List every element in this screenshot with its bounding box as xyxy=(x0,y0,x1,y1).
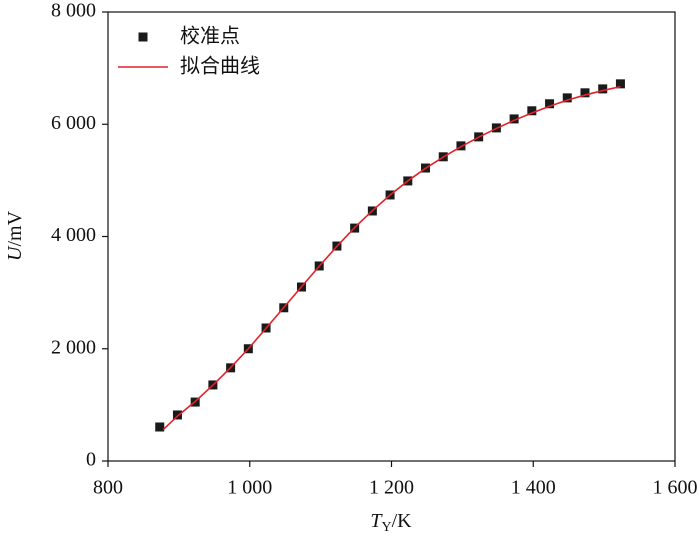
x-subscript: Y xyxy=(382,520,392,535)
data-point xyxy=(598,84,608,94)
x-unit: /K xyxy=(392,510,413,532)
x-axis-label: TY/K xyxy=(370,510,412,536)
data-point xyxy=(509,114,519,124)
x-tick-label: 1 400 xyxy=(511,477,556,499)
data-point xyxy=(562,93,572,103)
x-tick-label: 800 xyxy=(93,477,123,499)
x-symbol: T xyxy=(370,510,383,532)
y-axis-label: U/mV xyxy=(4,210,26,261)
x-tick-label: 1 600 xyxy=(653,477,698,499)
x-tick-label: 1 200 xyxy=(369,477,414,499)
y-tick-label: 4 000 xyxy=(51,224,96,246)
y-symbol: U xyxy=(4,245,26,261)
data-point xyxy=(172,410,182,420)
plot-frame xyxy=(107,11,676,462)
y-tick-label: 8 000 xyxy=(51,0,96,22)
legend-label: 拟合曲线 xyxy=(180,54,260,78)
data-point xyxy=(527,106,537,116)
y-tick-label: 2 000 xyxy=(51,336,96,358)
legend-marker xyxy=(138,32,148,42)
y-tick-label: 6 000 xyxy=(51,112,96,134)
data-point xyxy=(545,99,555,109)
legend-label: 校准点 xyxy=(180,24,240,48)
data-point xyxy=(580,88,590,98)
x-tick-label: 1 000 xyxy=(227,477,272,499)
fit-line xyxy=(162,85,621,431)
y-unit: /mV xyxy=(4,210,26,246)
data-point xyxy=(155,422,165,432)
y-tick-label: 0 xyxy=(86,449,96,471)
data-point xyxy=(615,79,625,89)
